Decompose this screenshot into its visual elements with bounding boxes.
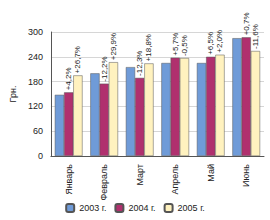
svg-text:180: 180 <box>28 77 43 87</box>
svg-text:-0,5%: -0,5% <box>180 35 189 56</box>
svg-text:+6,5%: +6,5% <box>206 32 215 55</box>
svg-text:Грн.: Грн. <box>8 86 18 103</box>
svg-text:-12,2%: -12,2% <box>100 56 109 81</box>
svg-text:-11,6%: -11,6% <box>251 24 260 49</box>
svg-text:+0,7%: +0,7% <box>242 12 251 35</box>
svg-text:Март: Март <box>135 164 145 186</box>
svg-text:2004 г.: 2004 г. <box>128 203 155 213</box>
svg-text:240: 240 <box>28 52 43 62</box>
svg-text:0: 0 <box>38 151 43 161</box>
svg-text:+29,9%: +29,9% <box>109 33 118 60</box>
svg-text:Май: Май <box>206 164 216 182</box>
svg-text:Февраль: Февраль <box>99 164 109 201</box>
svg-text:Июнь: Июнь <box>241 164 251 187</box>
svg-text:Апрель: Апрель <box>170 164 180 195</box>
svg-text:+2,0%: +2,0% <box>215 30 224 53</box>
svg-text:120: 120 <box>28 101 43 111</box>
svg-text:+26,7%: +26,7% <box>73 46 82 73</box>
svg-text:2005 г.: 2005 г. <box>178 203 205 213</box>
svg-text:2003 г.: 2003 г. <box>79 203 106 213</box>
svg-text:+18,8%: +18,8% <box>144 34 153 61</box>
svg-text:60: 60 <box>33 126 43 136</box>
svg-text:Январь: Январь <box>64 164 74 195</box>
svg-text:-12,3%: -12,3% <box>135 51 144 76</box>
svg-text:+4,2%: +4,2% <box>64 67 73 90</box>
svg-text:300: 300 <box>28 27 43 37</box>
svg-text:+5,7%: +5,7% <box>171 33 180 56</box>
